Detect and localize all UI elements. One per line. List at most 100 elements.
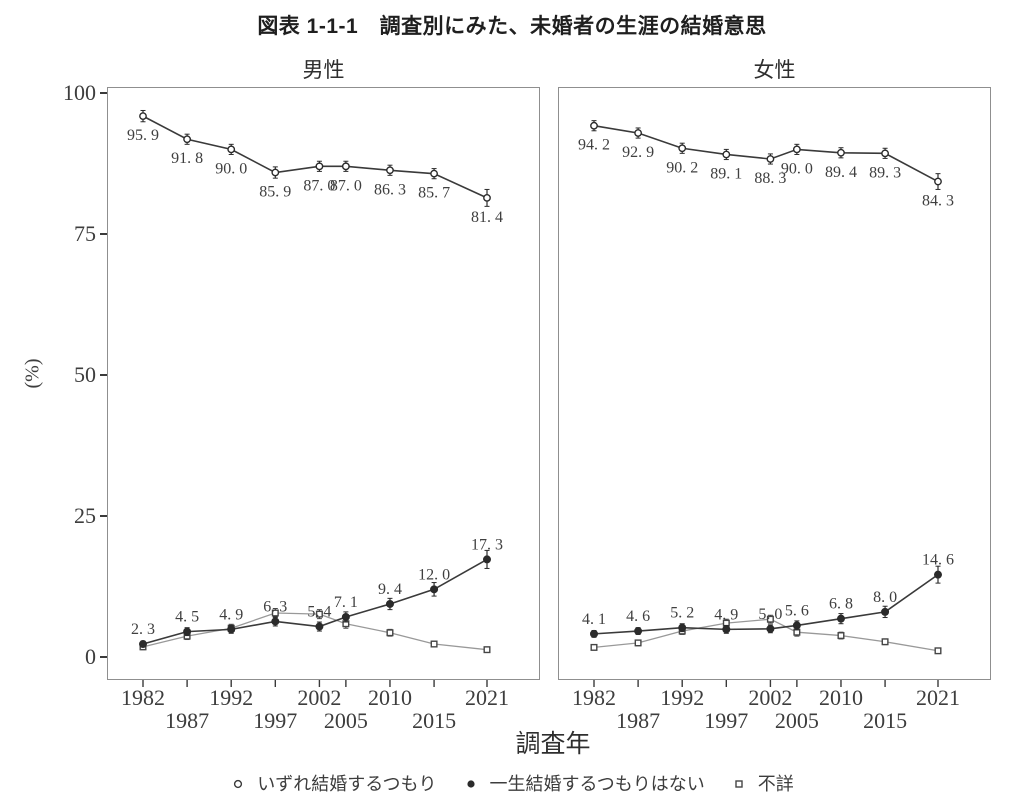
female-chart: 4. 1 4. 6 5. 2 4. 9 5. 0 5. 6 6. 8 8. 0 14. 6 94.… — [558, 87, 991, 687]
y-axis-label: (%) — [21, 358, 44, 389]
open-circle-marker — [139, 112, 147, 121]
x-axis-title: 調査年 — [515, 731, 591, 758]
filled-circle-marker — [678, 623, 687, 632]
data-label: 90. 0 — [215, 160, 247, 177]
panel-male: 2. 3 4. 5 4. 9 6. 3 5. 4 7. 1 9. 4 12. 0 17. 3 95… — [107, 87, 540, 689]
panel-title-male: 男性 — [302, 59, 345, 82]
open-circle-icon — [234, 779, 243, 789]
data-label: 5. 0 — [758, 606, 782, 623]
x-tick-label: 2015 — [412, 708, 457, 733]
filled-circle-marker — [881, 607, 890, 616]
x-tick-label: 1987 — [165, 708, 210, 733]
data-label: 84. 3 — [922, 193, 954, 210]
data-label: 92. 9 — [622, 144, 654, 161]
data-labels: 95. 9 91. 8 90. 0 85. 9 87. 087. 0 86. 3 85. 7… — [127, 127, 503, 226]
data-label: 90. 0 — [781, 160, 813, 177]
data-label: 89. 3 — [869, 164, 901, 181]
open-circle-marker — [792, 145, 801, 154]
data-label: 4. 5 — [175, 609, 199, 626]
data-label: 12. 0 — [418, 566, 450, 583]
x-tick-label: 2010 — [818, 685, 863, 710]
open-circle-marker — [837, 148, 845, 157]
legend-item-2: 不詳 — [731, 770, 794, 796]
filled-circle-marker — [227, 625, 236, 634]
open-circle-marker — [386, 166, 394, 175]
filled-circle-icon — [466, 780, 475, 788]
panel-title-female: 女性 — [753, 59, 796, 82]
filled-circle-marker — [430, 585, 439, 594]
y-tick-label: 50 — [74, 362, 96, 387]
data-label: 5. 2 — [670, 605, 694, 622]
x-tick-label: 1987 — [616, 708, 661, 733]
data-label: 87. 0 — [303, 177, 335, 194]
data-label: 81. 4 — [471, 209, 503, 226]
legend: いずれ結婚するつもり 一生結婚するつもりはない 不詳 — [70, 770, 954, 796]
data-label: 4. 6 — [626, 608, 650, 625]
x-tick-label: 2021 — [464, 685, 509, 710]
series-eventually-intend-to-marry: 94. 2 92. 9 90. 2 89. 1 88. 390. 0 89. 4 89. 3… — [578, 120, 954, 210]
data-label: 4. 9 — [219, 606, 243, 623]
panel-border — [558, 87, 991, 680]
data-label: 91. 8 — [171, 150, 203, 167]
open-square-marker — [271, 609, 279, 617]
filled-circle-marker — [183, 627, 192, 636]
open-circle-marker — [590, 121, 598, 130]
x-tick-marks — [142, 680, 488, 687]
open-circle-marker — [722, 150, 731, 159]
x-tick-label: 1992 — [209, 685, 254, 710]
data-label: 89. 1 — [710, 165, 742, 182]
y-tick-mark — [100, 92, 107, 94]
open-circle-marker — [934, 177, 942, 186]
filled-circle-marker — [766, 624, 775, 633]
y-tick-mark — [100, 656, 107, 658]
filled-circle-marker — [836, 614, 845, 623]
open-circle-marker — [315, 162, 324, 171]
open-square-marker — [386, 629, 394, 637]
x-tick-label: 1982 — [121, 685, 165, 710]
data-label: 8. 0 — [873, 589, 897, 606]
data-label: 89. 4 — [825, 164, 857, 181]
legend-item-0: いずれ結婚するつもり — [230, 770, 437, 796]
legend-label: 不詳 — [757, 774, 794, 794]
open-square-icon — [735, 780, 743, 788]
open-circle-marker — [271, 168, 280, 177]
filled-circle-marker — [341, 612, 350, 621]
open-circle-marker — [430, 169, 438, 178]
open-square-marker — [483, 646, 491, 654]
y-tick-mark — [100, 515, 107, 517]
data-label: 95. 9 — [127, 127, 159, 144]
open-square-marker — [766, 615, 774, 623]
open-square-marker — [634, 639, 642, 647]
data-label: 9. 4 — [378, 581, 402, 598]
filled-circle-marker — [792, 621, 801, 630]
series-no-intention-to-ever-marry: 2. 3 4. 5 4. 9 6. 3 5. 47. 1 9. 4 12. 0 17. 3 — [131, 536, 503, 649]
filled-circle-marker — [590, 629, 598, 638]
x-tick-label: 1997 — [253, 708, 298, 733]
data-labels: 4. 1 4. 6 5. 2 4. 9 5. 0 5. 6 6. 8 8. 0 14. 6 — [582, 552, 954, 628]
figure-title: 図表 1-1-1 調査別にみた、未婚者の生涯の結婚意思 — [257, 15, 767, 38]
data-label: 7. 1 — [334, 594, 358, 611]
x-tick-label: 2010 — [367, 685, 412, 710]
panel-border — [107, 87, 540, 680]
y-tick-mark — [100, 233, 107, 235]
data-label: 5. 4 — [307, 604, 331, 621]
y-tick-label: 75 — [74, 221, 96, 246]
data-label: 6. 3 — [263, 598, 287, 615]
data-label: 2. 3 — [131, 621, 155, 638]
y-tick-label: 100 — [63, 80, 96, 105]
series-eventually-intend-to-marry: 95. 9 91. 8 90. 0 85. 9 87. 087. 0 86. 3 85. 7… — [127, 109, 503, 226]
panel-female: 4. 1 4. 6 5. 2 4. 9 5. 0 5. 6 6. 8 8. 0 14. 6 94.… — [558, 87, 991, 689]
data-label: 88. 3 — [754, 170, 786, 187]
legend-item-1: 一生結婚するつもりはない — [463, 770, 705, 796]
legend-label: 一生結婚するつもりはない — [489, 774, 705, 794]
open-circle-marker — [483, 194, 491, 202]
data-label: 14. 6 — [922, 552, 954, 569]
x-tick-label: 2005 — [774, 708, 819, 733]
x-tick-label: 1997 — [704, 708, 749, 733]
open-square-marker — [837, 632, 845, 640]
y-tick-mark — [100, 374, 107, 376]
data-label: 86. 3 — [374, 181, 406, 198]
open-circle-marker — [341, 162, 350, 171]
x-tick-label: 2002 — [297, 685, 342, 710]
